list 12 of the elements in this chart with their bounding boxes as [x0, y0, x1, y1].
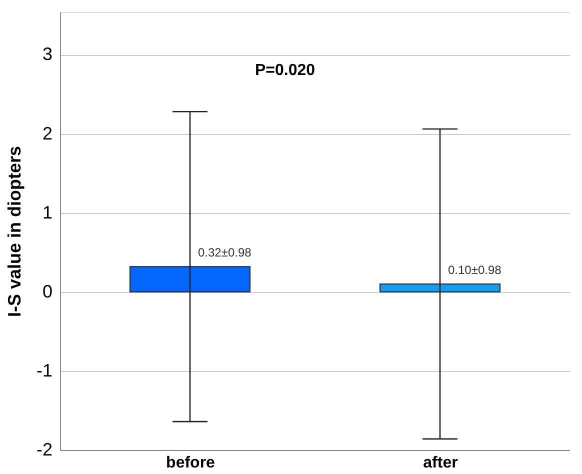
- y-tick-label: 0: [42, 281, 52, 302]
- data-label: 0.10±0.98: [448, 262, 502, 277]
- y-axis-title: I-S value in diopters: [4, 146, 24, 318]
- y-tick-label: -1: [36, 360, 52, 380]
- annotation: P=0.020: [254, 62, 316, 79]
- y-tick-label: 1: [42, 202, 52, 222]
- data-label: 0.32±0.98: [198, 246, 252, 260]
- y-tick-label: 3: [42, 44, 52, 64]
- y-tick-label: 2: [42, 123, 52, 144]
- x-tick-label: before: [166, 454, 216, 472]
- y-tick-label: -2: [36, 440, 52, 460]
- x-tick-label: after: [423, 454, 458, 472]
